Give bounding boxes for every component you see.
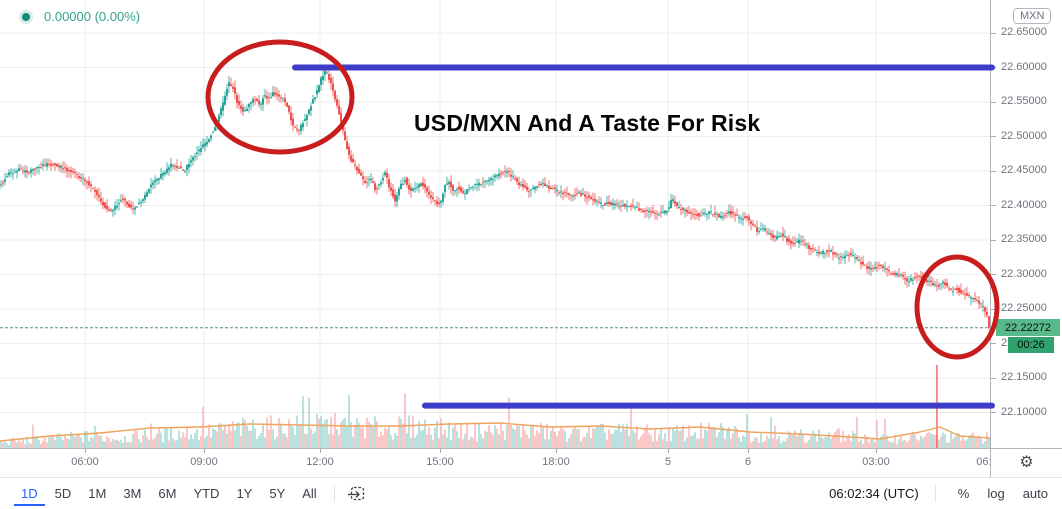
price-tick-mark	[991, 343, 996, 344]
price-tick-label: 22.35000	[1001, 233, 1047, 245]
time-tick-label: 03:00	[862, 456, 890, 468]
clock-readout[interactable]: 06:02:34 (UTC)	[829, 486, 919, 501]
time-tick-mark	[320, 449, 321, 453]
currency-badge[interactable]: MXN	[1013, 8, 1052, 24]
time-tick-label: 18:00	[542, 456, 570, 468]
auto-scale-toggle[interactable]: auto	[1022, 486, 1048, 501]
time-tick-label: 6	[744, 456, 752, 468]
time-tick-label: 09:00	[190, 456, 218, 468]
time-tick-mark	[204, 449, 205, 453]
price-axis[interactable]: MXN 22.22272 00:26 22.65000 22.60000 22.55…	[991, 0, 1062, 448]
axis-settings-corner: ⚙	[991, 449, 1062, 477]
price-tick-mark	[991, 412, 996, 413]
price-tick-mark	[991, 136, 996, 137]
price-tick-label: 22.10000	[1001, 405, 1047, 418]
chart-pane[interactable]: 0.00000 (0.00%)	[0, 0, 990, 448]
range-button-1y[interactable]: 1Y	[236, 485, 253, 501]
price-tick-label: 22.40000	[1001, 198, 1047, 211]
price-tick-mark	[991, 377, 996, 379]
axis-vertical-separator	[990, 0, 991, 477]
bottom-toolbar: 1D 5D 1M 3M 6M YTD 1Y 5Y All 06:02:34 (UTC) % lo…	[0, 477, 1062, 509]
symbol-legend: 0.00000 (0.00%)	[22, 9, 140, 24]
range-button-group: 1D 5D 1M 3M 6M YTD 1Y 5Y All	[14, 482, 324, 506]
price-tick-mark	[991, 239, 996, 241]
percent-scale-toggle[interactable]: %	[957, 486, 970, 501]
range-button-5d[interactable]: 5D	[54, 485, 72, 501]
time-tick-mark	[748, 449, 749, 453]
price-tick-label: 22.55000	[1001, 95, 1047, 107]
time-tick-label: 5	[664, 456, 672, 468]
time-tick-label: 06:00	[71, 456, 99, 468]
toolbar-divider	[333, 485, 335, 502]
price-tick-mark	[991, 101, 996, 103]
current-price-label: 22.22272	[996, 319, 1060, 337]
price-tick-label: 22.50000	[1001, 129, 1047, 142]
time-axis[interactable]: 06:00 09:00 12:00 15:00 18:00 5 6 03:00 06:00	[0, 449, 990, 477]
log-scale-toggle[interactable]: log	[987, 486, 1005, 501]
chart-annotation-title: USD/MXN And A Taste For Risk	[414, 110, 761, 136]
time-tick-label: 12:00	[306, 456, 334, 468]
time-tick-mark	[668, 449, 669, 453]
gear-icon[interactable]: ⚙	[1019, 454, 1034, 471]
time-tick-mark	[876, 449, 877, 453]
range-button-ytd[interactable]: YTD	[193, 485, 220, 501]
price-tick-label: 22.60000	[1001, 60, 1047, 73]
range-button-all[interactable]: All	[302, 485, 317, 501]
range-button-1m[interactable]: 1M	[88, 485, 107, 501]
axis-horizontal-separator	[0, 448, 1062, 449]
axis-options-toolbar: 06:02:34 (UTC) % log auto	[829, 485, 1048, 502]
range-button-5y[interactable]: 5Y	[269, 485, 286, 501]
bar-countdown-label: 00:26	[1008, 336, 1054, 353]
range-toolbar: 1D 5D 1M 3M 6M YTD 1Y 5Y All	[14, 482, 368, 506]
price-tick-mark	[991, 308, 996, 310]
price-tick-mark	[991, 32, 996, 34]
time-tick-label: 06:00	[976, 456, 990, 468]
price-tick-mark	[991, 205, 996, 206]
series-marker-icon	[22, 12, 30, 21]
range-button-6m[interactable]: 6M	[158, 485, 177, 501]
candlestick-volume-canvas[interactable]	[0, 0, 990, 448]
change-readout: 0.00000 (0.00%)	[44, 9, 141, 24]
go-to-date-icon	[347, 486, 364, 501]
go-to-date-button[interactable]	[345, 482, 368, 505]
range-button-1d[interactable]: 1D	[14, 482, 45, 506]
toolbar-divider	[934, 485, 936, 502]
price-tick-label: 22.15000	[1001, 371, 1047, 383]
price-tick-mark	[991, 67, 996, 68]
price-tick-label: 22.25000	[1001, 302, 1047, 314]
price-tick-label: 22.30000	[1001, 267, 1047, 280]
price-tick-mark	[991, 274, 996, 275]
price-tick-label: 22.65000	[1001, 26, 1047, 38]
time-tick-mark	[85, 449, 86, 453]
range-button-3m[interactable]: 3M	[123, 485, 142, 501]
price-tick-label: 22.45000	[1001, 164, 1047, 176]
time-tick-mark	[440, 449, 441, 453]
time-tick-label: 15:00	[426, 456, 454, 468]
price-tick-mark	[991, 170, 996, 172]
time-tick-mark	[556, 449, 557, 453]
